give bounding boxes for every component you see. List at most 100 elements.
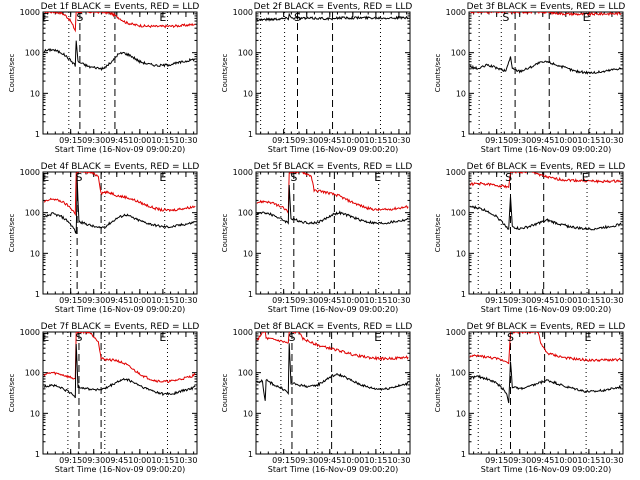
series-group	[256, 12, 409, 22]
start-marker-label: S	[290, 171, 297, 184]
panel-title: Det 8f BLACK = Events, RED = LLD	[254, 322, 413, 332]
y-tick-label: 10	[456, 89, 466, 98]
end-marker-label: E	[374, 171, 381, 184]
x-axis-label: Start Time (16-Nov-09 09:00:20)	[268, 305, 398, 314]
series-group	[469, 172, 622, 231]
x-tick-label: 10:15	[151, 136, 174, 145]
x-tick-label: 09:30	[82, 136, 105, 145]
y-tick-label: 1	[248, 450, 253, 459]
x-tick-label: 10:15	[151, 296, 174, 305]
lld-series-line	[469, 172, 622, 189]
events-series-line	[43, 177, 196, 235]
x-tick-label: 09:30	[295, 296, 318, 305]
plot-frame	[255, 171, 411, 295]
detector-panel: Det 3f BLACK = Events, RED = LLD 1 10 100 10…	[434, 2, 625, 154]
plot-frame	[468, 11, 624, 135]
panel-title: Det 1f BLACK = Events, RED = LLD	[41, 2, 200, 12]
y-tick-label: 100	[451, 49, 466, 58]
y-tick-label: 100	[238, 369, 253, 378]
detector-panel: Det 6f BLACK = Events, RED = LLD 1 10 100 10…	[434, 162, 625, 314]
x-tick-label: 09:15	[59, 136, 82, 145]
x-tick-label: 09:15	[272, 296, 295, 305]
y-tick-label: 10	[30, 89, 40, 98]
series-group	[256, 172, 409, 225]
series-group	[256, 332, 409, 401]
y-tick-label: 1000	[233, 168, 253, 177]
y-tick-label: 1000	[446, 168, 466, 177]
events-series-line	[469, 196, 622, 231]
detector-panel: Det 7f BLACK = Events, RED = LLD 1 10 100 10…	[8, 322, 199, 474]
x-tick-label: 10:30	[387, 296, 410, 305]
y-tick-label: 1000	[20, 328, 40, 337]
lld-series-line	[256, 172, 409, 216]
x-tick-label: 09:30	[295, 456, 318, 465]
x-tick-label: 09:45	[318, 456, 341, 465]
x-axis-label: Start Time (16-Nov-09 09:00:20)	[55, 465, 185, 474]
y-tick-label: 100	[25, 369, 40, 378]
end-marker-label: E	[42, 331, 49, 344]
x-tick-label: 09:15	[485, 456, 508, 465]
lld-series-line	[469, 12, 622, 17]
y-tick-label: 10	[30, 409, 40, 418]
x-tick-label: 09:30	[82, 456, 105, 465]
events-series-line	[256, 184, 409, 225]
x-tick-label: 09:15	[59, 456, 82, 465]
y-tick-label: 10	[456, 409, 466, 418]
events-series-line	[469, 56, 622, 75]
y-tick-label: 10	[30, 249, 40, 258]
x-tick-label: 09:15	[485, 296, 508, 305]
y-tick-label: 1	[461, 290, 466, 299]
end-marker-label: E	[159, 171, 166, 184]
events-series-line	[43, 40, 196, 72]
x-axis-label: Start Time (16-Nov-09 09:00:20)	[481, 305, 611, 314]
y-axis-label: Counts/sec	[8, 374, 16, 413]
x-axis-label: Start Time (16-Nov-09 09:00:20)	[55, 305, 185, 314]
plot-frame	[255, 331, 411, 455]
lld-series-line	[469, 332, 622, 365]
y-axis-label: Counts/sec	[8, 214, 16, 253]
x-tick-label: 10:00	[341, 296, 364, 305]
detector-panel: Det 2f BLACK = Events, RED = LLD 1 10 100 10…	[221, 2, 413, 154]
x-tick-label: 10:15	[364, 456, 387, 465]
x-tick-label: 09:30	[82, 296, 105, 305]
x-tick-label: 10:30	[174, 136, 197, 145]
x-axis-label: Start Time (16-Nov-09 09:00:20)	[55, 145, 185, 154]
x-tick-label: 10:30	[600, 296, 623, 305]
x-tick-label: 09:45	[105, 456, 128, 465]
panel-title: Det 4f BLACK = Events, RED = LLD	[41, 162, 200, 172]
y-tick-label: 1	[35, 130, 40, 139]
start-marker-label: S	[75, 331, 82, 344]
x-tick-label: 09:45	[105, 136, 128, 145]
events-series-line	[256, 343, 409, 401]
x-tick-label: 09:15	[59, 296, 82, 305]
end-marker-label: E	[582, 171, 589, 184]
panel-title: Det 3f BLACK = Events, RED = LLD	[467, 2, 626, 12]
panel-title: Det 2f BLACK = Events, RED = LLD	[254, 2, 413, 12]
panel-title: Det 6f BLACK = Events, RED = LLD	[467, 162, 626, 172]
plot-frame	[468, 331, 624, 455]
x-tick-label: 10:30	[600, 456, 623, 465]
x-tick-label: 09:30	[508, 136, 531, 145]
y-axis-label: Counts/sec	[221, 214, 229, 253]
plot-frame	[42, 11, 198, 135]
y-tick-label: 1	[461, 450, 466, 459]
end-marker-label: E	[374, 331, 381, 344]
end-marker-label: E	[159, 331, 166, 344]
start-marker-label: S	[507, 331, 514, 344]
y-tick-label: 10	[456, 249, 466, 258]
x-tick-label: 10:00	[128, 296, 151, 305]
x-tick-label: 10:30	[174, 456, 197, 465]
y-tick-label: 10	[243, 409, 253, 418]
x-tick-label: 10:15	[577, 456, 600, 465]
x-tick-label: 10:15	[364, 296, 387, 305]
series-group	[469, 332, 622, 404]
lld-series-line	[43, 172, 196, 217]
start-marker-label: S	[502, 11, 509, 24]
x-tick-label: 10:30	[600, 136, 623, 145]
x-tick-label: 09:30	[508, 456, 531, 465]
x-tick-label: 10:00	[554, 296, 577, 305]
x-tick-label: 09:45	[318, 136, 341, 145]
y-tick-label: 1000	[446, 8, 466, 17]
events-series-line	[469, 361, 622, 404]
panel-title: Det 9f BLACK = Events, RED = LLD	[467, 322, 626, 332]
